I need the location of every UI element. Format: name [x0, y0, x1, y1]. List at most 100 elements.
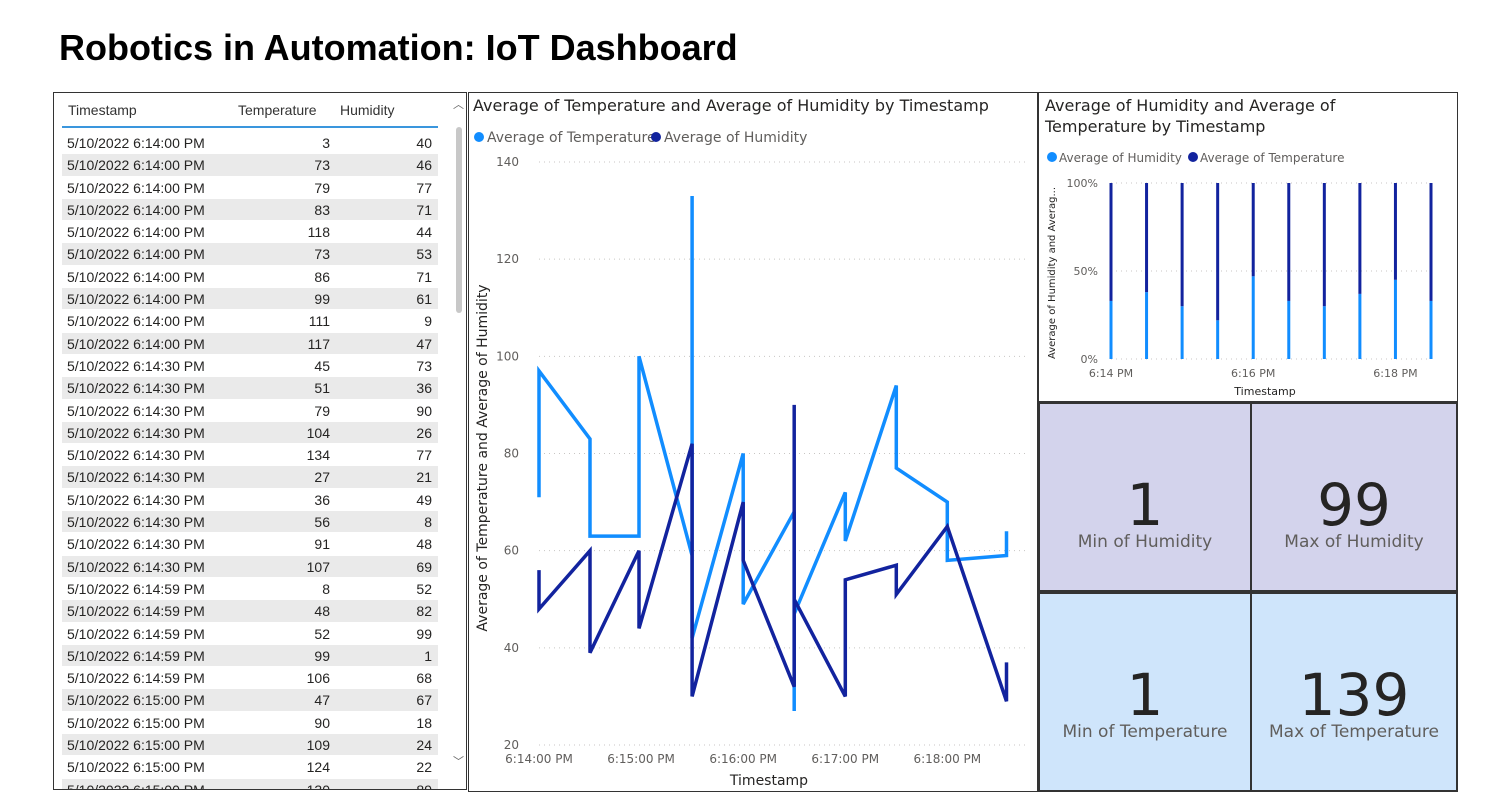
table-row[interactable]: 5/10/2022 6:14:59 PM 8 52 — [62, 578, 438, 601]
table-row[interactable]: 5/10/2022 6:14:00 PM 73 53 — [62, 243, 438, 266]
bar-segment-humidity[interactable] — [1287, 300, 1291, 359]
table-row[interactable]: 5/10/2022 6:15:00 PM 47 67 — [62, 689, 438, 712]
card-max-temperature[interactable]: 139 Max of Temperature — [1250, 592, 1458, 792]
bar-segment-humidity[interactable] — [1429, 300, 1433, 359]
cell-humidity: 71 — [416, 268, 432, 285]
bar-segment-humidity[interactable] — [1216, 320, 1220, 359]
table-row[interactable]: 5/10/2022 6:14:30 PM 134 77 — [62, 444, 438, 467]
bar-segment-humidity[interactable] — [1145, 292, 1149, 359]
table-row[interactable]: 5/10/2022 6:15:00 PM 90 18 — [62, 712, 438, 735]
table-row[interactable]: 5/10/2022 6:14:30 PM 79 90 — [62, 400, 438, 422]
table-row[interactable]: 5/10/2022 6:14:30 PM 56 8 — [62, 511, 438, 534]
data-table[interactable]: Timestamp Temperature Humidity 5/10/2022… — [53, 92, 467, 790]
table-row[interactable]: 5/10/2022 6:14:59 PM 106 68 — [62, 667, 438, 690]
table-row[interactable]: 5/10/2022 6:14:00 PM 79 77 — [62, 177, 438, 199]
cell-humidity: 77 — [416, 447, 432, 464]
table-row[interactable]: 5/10/2022 6:14:30 PM 104 26 — [62, 421, 438, 445]
cell-humidity: 69 — [416, 558, 432, 575]
x-tick-label: 6:15:00 PM — [607, 752, 675, 766]
legend-marker-temperature — [1188, 152, 1198, 162]
card-max-humidity[interactable]: 99 Max of Humidity — [1250, 402, 1458, 592]
table-row[interactable]: 5/10/2022 6:14:59 PM 48 82 — [62, 600, 438, 623]
cell-timestamp: 5/10/2022 6:14:30 PM — [67, 558, 205, 575]
cell-temperature: 124 — [306, 759, 330, 776]
table-row[interactable]: 5/10/2022 6:14:00 PM 73 46 — [62, 154, 438, 177]
column-header-timestamp[interactable]: Timestamp — [68, 102, 137, 118]
cell-timestamp: 5/10/2022 6:14:00 PM — [67, 291, 205, 308]
column-header-temperature[interactable]: Temperature — [238, 102, 317, 118]
line-chart-panel[interactable]: Average of Temperature and Average of Hu… — [468, 92, 1038, 792]
table-row[interactable]: 5/10/2022 6:14:30 PM 45 73 — [62, 355, 438, 378]
bar-segment-temperature[interactable] — [1429, 183, 1433, 301]
bar-segment-temperature[interactable] — [1393, 183, 1397, 280]
table-row[interactable]: 5/10/2022 6:14:00 PM 117 47 — [62, 332, 438, 355]
legend-label-humidity[interactable]: Average of Humidity — [1059, 151, 1182, 165]
table-row[interactable]: 5/10/2022 6:14:00 PM 111 9 — [62, 310, 438, 333]
cell-temperature: 79 — [314, 402, 330, 419]
scrollbar-thumb[interactable] — [456, 127, 462, 313]
table-row[interactable]: 5/10/2022 6:14:00 PM 3 40 — [62, 132, 438, 155]
column-header-humidity[interactable]: Humidity — [340, 102, 395, 118]
cell-timestamp: 5/10/2022 6:14:59 PM — [67, 647, 205, 664]
stacked-column-chart-panel[interactable]: Average of Humidity and Average of Tempe… — [1038, 92, 1458, 402]
table-row[interactable]: 5/10/2022 6:14:00 PM 99 61 — [62, 288, 438, 311]
card-label: Max of Temperature — [1268, 722, 1440, 742]
bar-segment-temperature[interactable] — [1358, 183, 1362, 294]
table-row[interactable]: 5/10/2022 6:14:30 PM 27 21 — [62, 466, 438, 489]
cell-humidity: 26 — [416, 424, 432, 441]
table-row[interactable]: 5/10/2022 6:15:00 PM 124 22 — [62, 756, 438, 779]
table-row[interactable]: 5/10/2022 6:15:00 PM 109 24 — [62, 734, 438, 757]
bar-segment-humidity[interactable] — [1358, 293, 1362, 359]
card-value: 1 — [1126, 471, 1164, 539]
bar-segment-temperature[interactable] — [1251, 183, 1255, 277]
cell-timestamp: 5/10/2022 6:15:00 PM — [67, 737, 205, 754]
table-row[interactable]: 5/10/2022 6:14:30 PM 91 48 — [62, 533, 438, 556]
cell-temperature: 107 — [306, 558, 330, 575]
cell-humidity: 89 — [416, 781, 432, 790]
bar-segment-temperature[interactable] — [1287, 183, 1291, 301]
table-row[interactable]: 5/10/2022 6:15:00 PM 130 89 — [62, 778, 438, 790]
table-row[interactable]: 5/10/2022 6:14:30 PM 107 69 — [62, 555, 438, 578]
cell-temperature: 109 — [306, 737, 330, 754]
y-tick-label: 120 — [496, 252, 519, 266]
bar-segment-humidity[interactable] — [1251, 276, 1255, 359]
table-row[interactable]: 5/10/2022 6:14:59 PM 99 1 — [62, 644, 438, 668]
line-chart: Average of Temperature and Average of Hu… — [473, 96, 1029, 789]
cell-timestamp: 5/10/2022 6:15:00 PM — [67, 781, 205, 790]
bar-segment-humidity[interactable] — [1393, 279, 1397, 359]
x-tick-label: 6:17:00 PM — [811, 752, 879, 766]
bar-segment-temperature[interactable] — [1109, 183, 1113, 301]
bar-segment-temperature[interactable] — [1145, 183, 1149, 293]
table-row[interactable]: 5/10/2022 6:14:30 PM 36 49 — [62, 489, 438, 512]
bar-segment-temperature[interactable] — [1180, 183, 1184, 307]
cell-humidity: 99 — [416, 625, 432, 642]
legend-label-temperature[interactable]: Average of Temperature — [487, 130, 656, 146]
bar-segment-humidity[interactable] — [1322, 306, 1326, 359]
series-line-temperature[interactable] — [537, 196, 1009, 711]
bar-segment-temperature[interactable] — [1216, 183, 1220, 321]
cell-temperature: 86 — [314, 268, 330, 285]
card-min-humidity[interactable]: 1 Min of Humidity — [1038, 402, 1252, 592]
series-line-humidity[interactable] — [537, 404, 1009, 702]
scroll-up-icon[interactable]: ︿ — [453, 98, 464, 111]
bar-segment-humidity[interactable] — [1109, 300, 1113, 359]
y-tick-label: 80 — [504, 447, 519, 461]
scroll-down-icon[interactable]: ﹀ — [453, 755, 464, 768]
cell-temperature: 106 — [306, 670, 330, 687]
legend-label-temperature[interactable]: Average of Temperature — [1200, 151, 1345, 165]
cell-humidity: 21 — [416, 469, 432, 486]
bar-segment-humidity[interactable] — [1180, 306, 1184, 359]
cell-humidity: 53 — [416, 246, 432, 263]
table-row[interactable]: 5/10/2022 6:14:00 PM 86 71 — [62, 266, 438, 289]
card-min-temperature[interactable]: 1 Min of Temperature — [1038, 592, 1252, 792]
bar-segment-temperature[interactable] — [1322, 183, 1326, 307]
table-scrollbar[interactable]: ︿ ﹀ — [452, 93, 466, 789]
table-row[interactable]: 5/10/2022 6:14:30 PM 51 36 — [62, 377, 438, 400]
table-row[interactable]: 5/10/2022 6:14:59 PM 52 99 — [62, 623, 438, 645]
legend-label-humidity[interactable]: Average of Humidity — [664, 130, 807, 146]
table-row[interactable]: 5/10/2022 6:14:00 PM 83 71 — [62, 198, 438, 222]
cell-humidity: 44 — [416, 224, 432, 241]
cell-humidity: 82 — [416, 603, 432, 620]
cell-humidity: 22 — [416, 759, 432, 776]
table-row[interactable]: 5/10/2022 6:14:00 PM 118 44 — [62, 221, 438, 244]
